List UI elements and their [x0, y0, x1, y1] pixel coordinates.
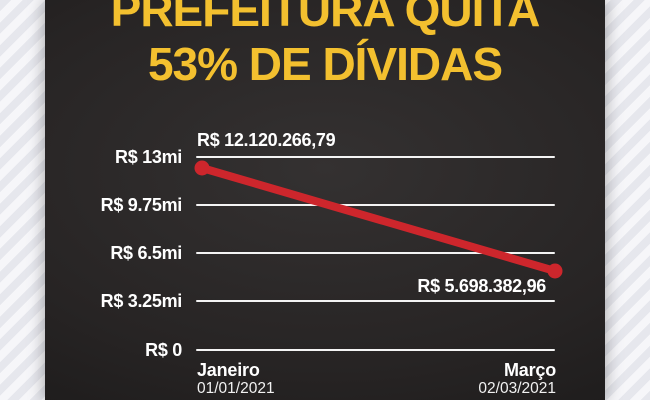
title-line-2: 53% DE DÍVIDAS [147, 38, 503, 90]
xaxis-label-janeiro: Janeiro 01/01/2021 [197, 360, 275, 398]
start-value-label: R$ 12.120.266,79 [197, 130, 336, 150]
gridline [196, 156, 555, 158]
gridline [196, 349, 555, 351]
gridline [196, 300, 555, 302]
gridline [196, 252, 555, 254]
ytick-3-25mi: R$ 3.25mi [100, 291, 183, 311]
month-label: Janeiro [197, 360, 260, 380]
data-point-end [547, 263, 563, 279]
date-label: 02/03/2021 [478, 380, 556, 397]
xaxis-label-marco: Março 02/03/2021 [478, 360, 556, 398]
ytick-0: R$ 0 [145, 340, 182, 360]
end-value-label: R$ 5.698.382,96 [417, 276, 546, 296]
page-title: PREFEITURA QUITA 53% DE DÍVIDAS [45, 0, 605, 91]
title-line-1: PREFEITURA QUITA [110, 0, 541, 36]
chart-panel: PREFEITURA QUITA 53% DE DÍVIDAS R$ 13mi … [45, 0, 605, 400]
trend-line [194, 160, 563, 279]
month-label: Março [503, 360, 556, 380]
gridline [196, 204, 555, 206]
date-label: 01/01/2021 [197, 380, 275, 397]
data-point-start [194, 160, 210, 176]
ytick-13mi: R$ 13mi [115, 147, 182, 167]
ytick-9-75mi: R$ 9.75mi [100, 195, 183, 215]
ytick-6-5mi: R$ 6.5mi [110, 243, 182, 263]
